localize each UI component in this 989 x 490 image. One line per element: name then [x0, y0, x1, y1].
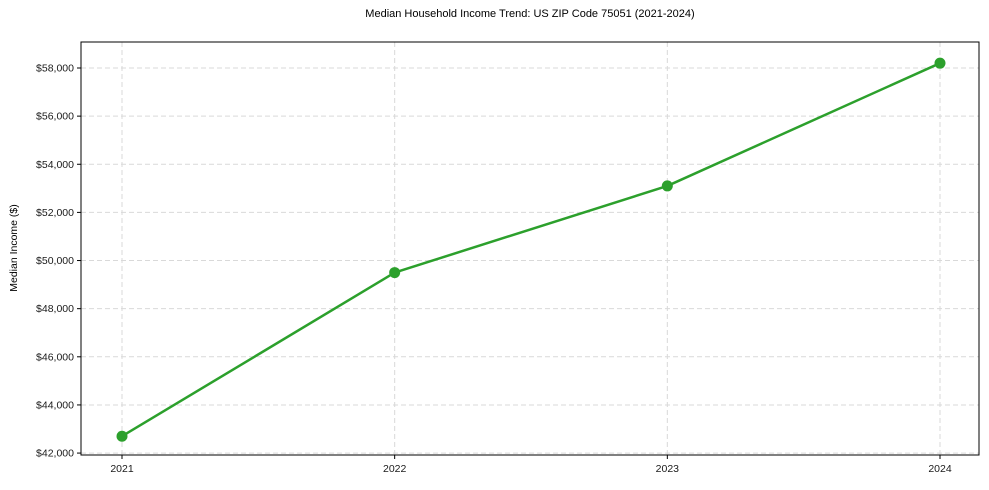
x-tick-label: 2023 [656, 463, 680, 475]
y-tick-label: $54,000 [36, 159, 74, 171]
axes-frame [80, 41, 980, 456]
y-tick-label: $44,000 [36, 399, 74, 411]
y-tick-label: $42,000 [36, 448, 74, 460]
y-tick-label: $48,000 [36, 303, 74, 315]
data-point [116, 430, 128, 442]
x-tick-label: 2021 [110, 463, 134, 475]
chart-title: Median Household Income Trend: US ZIP Co… [365, 8, 695, 20]
y-tick-label: $46,000 [36, 351, 74, 363]
data-point [389, 267, 401, 279]
data-point [661, 180, 673, 192]
y-tick-label: $50,000 [36, 255, 74, 267]
x-tick-label: 2024 [928, 463, 952, 475]
y-tick-label: $58,000 [36, 62, 74, 74]
y-tick-label: $56,000 [36, 111, 74, 123]
x-tick-label: 2022 [383, 463, 407, 475]
data-point [934, 57, 946, 69]
y-tick-label: $52,000 [36, 207, 74, 219]
trend-line [120, 61, 942, 438]
